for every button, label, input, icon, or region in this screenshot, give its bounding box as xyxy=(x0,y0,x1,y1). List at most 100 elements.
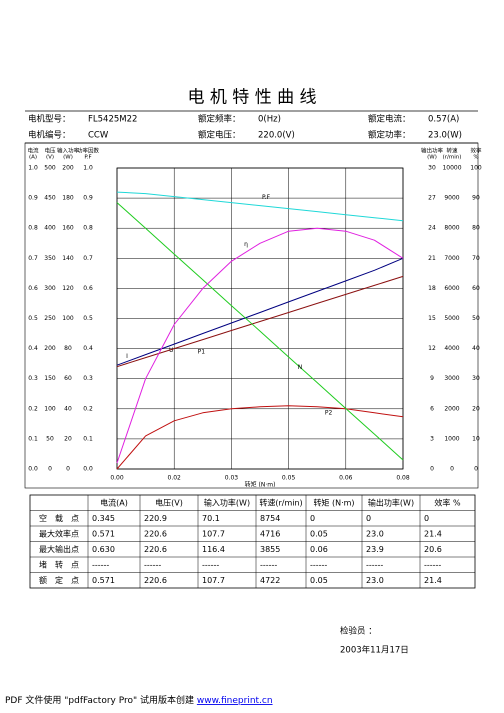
x-tick-label: 0.06 xyxy=(339,475,353,482)
y-tick-label: 120 xyxy=(62,285,74,292)
y-tick-label: 0.4 xyxy=(28,345,38,352)
y-tick-label: 0 xyxy=(48,466,52,473)
y-tick-label: 150 xyxy=(44,375,56,382)
y-tick-label: 3000 xyxy=(444,375,459,382)
table-cell: 0.05 xyxy=(310,529,328,538)
table-cell: 0 xyxy=(366,514,371,523)
table-cell: 0.630 xyxy=(92,545,115,554)
y-tick-label: 0.3 xyxy=(83,375,93,382)
y-tick-label: 90 xyxy=(472,195,480,202)
y-tick-label: 400 xyxy=(44,225,56,232)
table-cell: 23.0 xyxy=(366,529,384,538)
curve-label: P1 xyxy=(198,348,206,355)
y-tick-label: 9000 xyxy=(444,195,459,202)
y-tick-label: 8000 xyxy=(444,225,459,232)
row-label: 最大输出点 xyxy=(39,544,79,554)
y-tick-label: 1000 xyxy=(444,435,459,442)
axis-unit: (A) xyxy=(29,155,37,161)
y-tick-label: 4000 xyxy=(444,345,459,352)
table-cell: ------ xyxy=(260,560,277,569)
info-text: 0.57(A) xyxy=(428,115,459,125)
y-tick-label: 0 xyxy=(66,466,70,473)
y-tick-label: 10 xyxy=(472,435,480,442)
x-tick-label: 0.00 xyxy=(110,475,124,482)
y-tick-label: 0.3 xyxy=(28,375,38,382)
y-tick-label: 15 xyxy=(428,315,436,322)
info-text: CCW xyxy=(88,131,109,141)
y-tick-label: 200 xyxy=(44,345,56,352)
y-tick-label: 21 xyxy=(428,255,436,262)
table-cell: 0.345 xyxy=(92,514,115,523)
row-label: 堵 转 点 xyxy=(39,559,79,569)
y-tick-label: 12 xyxy=(428,345,436,352)
y-tick-label: 2000 xyxy=(444,405,459,412)
curve-label: η xyxy=(244,241,248,248)
y-tick-label: 20 xyxy=(64,435,72,442)
y-tick-label: 100 xyxy=(44,405,56,412)
table-cell: 21.4 xyxy=(424,576,442,585)
axis-title: 功率因数 xyxy=(77,147,100,155)
table-cell: ------ xyxy=(202,560,219,569)
curve-label: I xyxy=(126,353,128,360)
y-tick-label: 60 xyxy=(64,375,72,382)
y-tick-label: 0.7 xyxy=(28,255,38,262)
info-text: 额定功率： xyxy=(368,130,411,141)
table-cell: ------ xyxy=(144,560,161,569)
info-text: FL5425M22 xyxy=(88,115,137,125)
table-cell: 21.4 xyxy=(424,529,442,538)
y-tick-label: 50 xyxy=(472,315,480,322)
y-tick-label: 7000 xyxy=(444,255,459,262)
curve xyxy=(116,405,404,470)
table-cell: 3855 xyxy=(260,545,280,554)
table-cell: 4722 xyxy=(260,576,280,585)
table-cell: 0 xyxy=(424,514,429,523)
y-tick-label: 0 xyxy=(430,466,434,473)
x-tick-label: 0.02 xyxy=(168,475,182,482)
curve-label: P2 xyxy=(325,410,333,417)
info-text: 电机型号： xyxy=(28,114,71,125)
y-tick-label: 350 xyxy=(44,255,56,262)
date: 2003年11月17日 xyxy=(340,645,409,656)
y-tick-label: 60 xyxy=(472,285,480,292)
axis-title: 输出功率 xyxy=(421,147,444,155)
y-tick-label: 0.5 xyxy=(28,315,38,322)
table-cell: ------ xyxy=(424,560,441,569)
axis-title: 电压 xyxy=(44,147,56,155)
watermark: PDF 文件使用 "pdfFactory Pro" 试用版本创建 www.fin… xyxy=(5,694,273,706)
info-text: 额定频率： xyxy=(198,114,241,125)
watermark-link[interactable]: www.fineprint.cn xyxy=(197,696,273,706)
info-text: 额定电压： xyxy=(198,130,241,141)
y-tick-label: 0 xyxy=(450,466,454,473)
table-cell: 0.571 xyxy=(92,576,115,585)
watermark-text: PDF 文件使用 "pdfFactory Pro" 试用版本创建 xyxy=(5,694,197,706)
axis-title: 效率 xyxy=(470,147,482,155)
table-cell: 107.7 xyxy=(202,576,225,585)
info-text: 23.0(W) xyxy=(428,131,462,141)
table-cell: 23.9 xyxy=(366,545,384,554)
y-tick-label: 0.0 xyxy=(83,466,93,473)
y-tick-label: 1.0 xyxy=(83,165,93,172)
axis-unit: (W) xyxy=(63,155,73,161)
inspector: 检验员 ： xyxy=(340,626,377,637)
curve-label: P.F xyxy=(262,194,271,201)
table-cell: 220.6 xyxy=(144,576,167,585)
y-tick-label: 1.0 xyxy=(28,165,38,172)
y-tick-label: 0.2 xyxy=(83,405,93,412)
curve-label: N xyxy=(298,364,303,371)
y-tick-label: 0 xyxy=(474,466,478,473)
x-axis-label: 转矩 (N·m) xyxy=(245,481,276,489)
y-tick-label: 0.6 xyxy=(28,285,38,292)
y-tick-label: 500 xyxy=(44,165,56,172)
y-tick-label: 100 xyxy=(62,315,74,322)
table-header: 输入功率(W) xyxy=(204,497,250,507)
y-tick-label: 0.1 xyxy=(83,435,93,442)
y-tick-label: 80 xyxy=(472,225,480,232)
table-cell: 220.9 xyxy=(144,514,167,523)
curve xyxy=(116,275,404,368)
axis-unit: (W) xyxy=(427,155,437,161)
y-tick-label: 20 xyxy=(472,405,480,412)
y-tick-label: 5000 xyxy=(444,315,459,322)
x-tick-label: 0.05 xyxy=(282,475,296,482)
x-tick-label: 0.08 xyxy=(396,475,410,482)
